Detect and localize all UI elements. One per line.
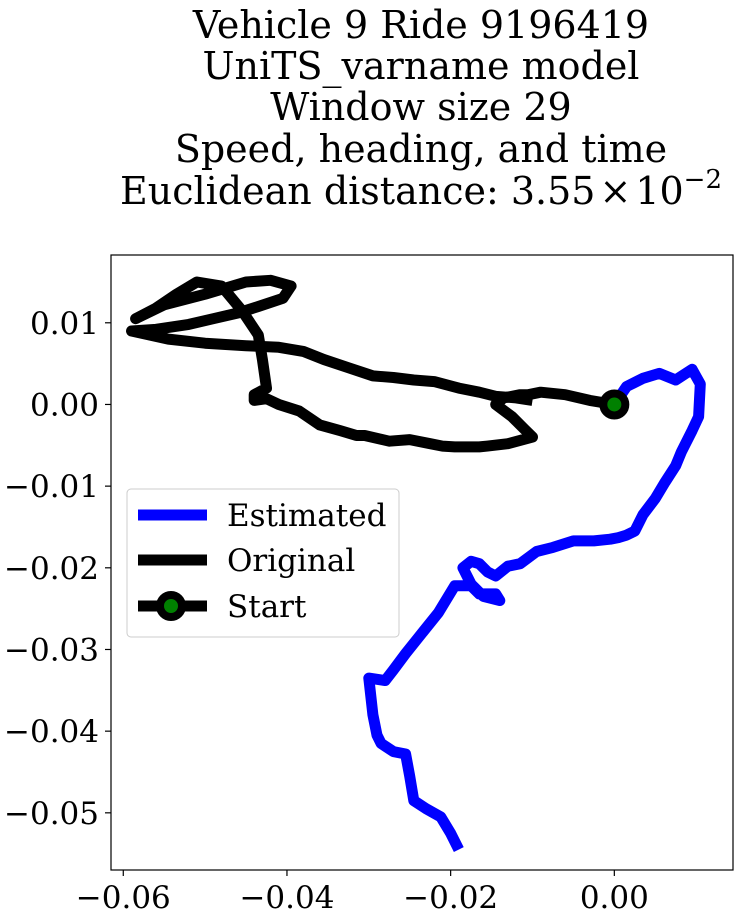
x-tick-label: −0.06 bbox=[76, 880, 171, 916]
legend-start-marker bbox=[156, 591, 186, 621]
x-tick-label: −0.02 bbox=[403, 880, 498, 916]
title-line-5-prefix: Euclidean distance: bbox=[120, 169, 511, 213]
y-tick-label: −0.01 bbox=[4, 469, 99, 505]
series-line-original bbox=[126, 274, 616, 453]
title-line-1: Vehicle 9 Ride 9196419 bbox=[192, 3, 649, 47]
title-line-4: Speed, heading, and time bbox=[175, 127, 667, 171]
y-tick-label: −0.03 bbox=[4, 632, 99, 668]
title-base: 10 bbox=[635, 169, 683, 213]
title-value: 3.55 bbox=[511, 169, 596, 213]
title-times: × bbox=[599, 169, 631, 213]
series-line-estimated bbox=[363, 363, 706, 853]
legend-label-1: Estimated bbox=[227, 498, 386, 534]
legend-label-2: Original bbox=[227, 543, 355, 579]
title-line-5: Euclidean distance: 3.55 × 10−2 bbox=[120, 165, 722, 213]
title-line-3: Window size 29 bbox=[270, 85, 571, 129]
y-tick-label: −0.05 bbox=[4, 796, 99, 832]
plot-area: −0.06 −0.04 −0.02 0.00 0.01 0.00 −0.01 −0.02 −0.… bbox=[4, 254, 734, 916]
y-tick-label: 0.01 bbox=[30, 306, 99, 342]
legend-label-3: Start bbox=[227, 589, 307, 625]
title-exponent: −2 bbox=[684, 165, 722, 195]
x-tick-label: −0.04 bbox=[239, 880, 334, 916]
axes-frame bbox=[110, 254, 734, 871]
start-marker bbox=[599, 389, 630, 420]
x-tick-label: 0.00 bbox=[580, 880, 649, 916]
y-tick-label: 0.00 bbox=[30, 387, 99, 423]
y-tick-label: −0.02 bbox=[4, 551, 99, 587]
chart-title: Vehicle 9 Ride 9196419 UniTS_varname mod… bbox=[120, 3, 722, 213]
legend-box bbox=[126, 488, 400, 638]
y-tick-label: −0.04 bbox=[4, 714, 99, 750]
title-line-2: UniTS_varname model bbox=[203, 44, 640, 89]
